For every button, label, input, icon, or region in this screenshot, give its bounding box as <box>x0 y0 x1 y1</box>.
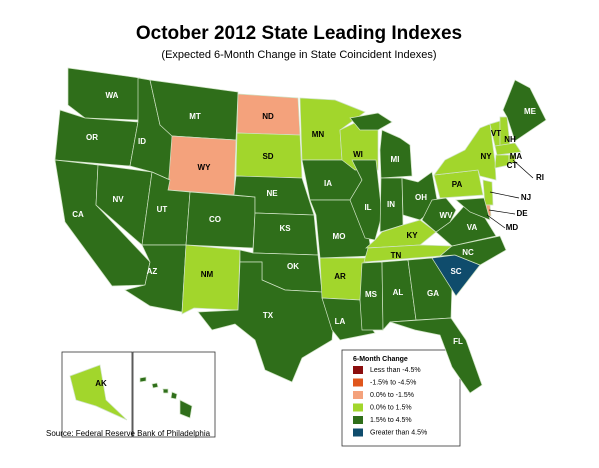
state-label: GA <box>427 289 439 298</box>
state <box>252 212 319 256</box>
state-label: NC <box>462 248 474 257</box>
leader-line <box>512 159 534 179</box>
state-label: AK <box>95 379 107 388</box>
state-label: CO <box>209 215 221 224</box>
state <box>482 179 494 206</box>
state <box>389 317 483 394</box>
state-label: WI <box>353 150 363 159</box>
state-label: WY <box>198 163 212 172</box>
state-label: LA <box>335 317 346 326</box>
state-label: NY <box>480 152 492 161</box>
state <box>67 67 141 121</box>
state-label: UT <box>157 205 168 214</box>
state <box>349 159 383 241</box>
source: Source: Federal Reserve Bank of Philadel… <box>46 429 211 438</box>
state-label: OH <box>415 193 427 202</box>
state-label: NV <box>112 195 124 204</box>
leader-line <box>489 191 520 199</box>
leader-line <box>488 209 516 215</box>
state <box>197 261 336 383</box>
legend-swatch <box>353 416 363 424</box>
legend-swatch <box>353 366 363 374</box>
state <box>421 197 457 233</box>
state-label: NJ <box>521 193 531 202</box>
state-label: AL <box>393 288 404 297</box>
legend-title: 6-Month Change <box>353 356 408 363</box>
state-label: RI <box>536 173 544 182</box>
state <box>508 154 516 164</box>
legend-swatch <box>353 378 363 387</box>
alaska-inset <box>61 351 133 438</box>
state-label: IL <box>364 203 371 212</box>
legend-label: -1.5% to -4.5% <box>370 379 416 386</box>
state <box>139 376 193 419</box>
subtitle: (Expected 6-Month Change in State Coinci… <box>161 49 436 61</box>
state-label: AR <box>334 272 346 281</box>
state-label: MD <box>506 223 519 232</box>
state <box>359 261 384 331</box>
state-label: SC <box>450 267 461 276</box>
state <box>494 154 510 169</box>
state <box>69 364 128 421</box>
state-label: TN <box>391 251 402 260</box>
state-label: HI <box>156 389 164 398</box>
state <box>455 197 491 221</box>
state-label: MO <box>333 232 346 241</box>
state-label: OK <box>287 262 299 271</box>
state-label: AZ <box>147 267 158 276</box>
state-label: OR <box>86 133 98 142</box>
state-label: NE <box>266 189 278 198</box>
state-label: MI <box>391 155 400 164</box>
state <box>363 244 453 263</box>
state-label: IN <box>387 200 395 209</box>
state <box>365 219 437 249</box>
state <box>407 257 453 321</box>
state-label: MA <box>510 152 523 161</box>
state <box>502 79 547 142</box>
legend-swatch <box>353 403 363 412</box>
state-label: WV <box>440 211 454 220</box>
state-label: NM <box>201 270 214 279</box>
state-label: CA <box>72 210 84 219</box>
legend-swatch <box>353 428 363 437</box>
state <box>349 112 413 179</box>
state-label: ND <box>262 112 274 121</box>
state-label: SD <box>262 152 273 161</box>
leader-line <box>486 214 506 229</box>
state-label: VT <box>491 129 501 138</box>
state-label: CT <box>507 161 518 170</box>
state-label: MS <box>365 290 378 299</box>
title: October 2012 State Leading Indexes <box>136 23 462 44</box>
state-label: PA <box>452 180 463 189</box>
state <box>181 244 241 315</box>
legend-label: Less than -4.5% <box>370 367 421 374</box>
state-label: IA <box>324 179 332 188</box>
state-label: KY <box>406 231 418 240</box>
legend-swatch <box>353 391 363 399</box>
state-label: NH <box>504 135 516 144</box>
state-label: TX <box>263 311 274 320</box>
state <box>433 123 497 181</box>
state-label: DE <box>516 209 528 218</box>
legend-label: 1.5% to 4.5% <box>370 417 412 424</box>
legend-label: Greater than 4.5% <box>370 429 427 436</box>
state <box>494 142 522 156</box>
states: WA OR CA NV ID MT WY UT AZ CO NM ND SD NE KS OK TX MN IA MO… <box>54 67 547 421</box>
state-label: FL <box>453 337 463 346</box>
state-label: KS <box>279 224 291 233</box>
state-label: ME <box>524 107 537 116</box>
state-label: MN <box>312 130 325 139</box>
legend: Less than -4.5% -1.5% to -4.5% 0.0% to -1.… <box>353 366 427 437</box>
state-label: ID <box>138 137 146 146</box>
legend-label: 0.0% to -1.5% <box>370 392 414 399</box>
state-label: MT <box>189 112 201 121</box>
state-label: VA <box>467 223 478 232</box>
legend-label: 0.0% to 1.5% <box>370 404 412 411</box>
hawaii-inset <box>132 351 216 438</box>
state-label: WA <box>106 91 119 100</box>
